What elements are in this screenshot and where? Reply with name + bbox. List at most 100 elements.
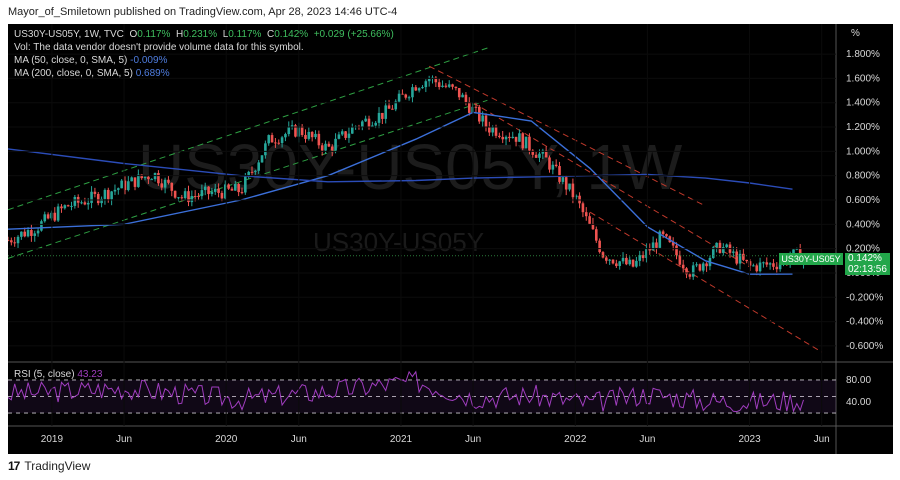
candle-body <box>551 164 555 170</box>
time-tick-label: Jun <box>116 434 132 445</box>
legend-symbol[interactable]: US30Y-US05Y, 1W, TVC <box>14 29 124 40</box>
rsi-label: RSI (5, close) <box>14 369 75 380</box>
candle-body <box>568 183 571 190</box>
legend-ma50-row[interactable]: MA (50, close, 0, SMA, 5) -0.009% <box>14 54 394 67</box>
candle-body <box>538 153 541 158</box>
candle-body <box>732 251 735 253</box>
rsi-tick-label: 40.00 <box>846 397 871 408</box>
candle-body <box>213 188 217 192</box>
legend-change: +0.029 (+25.66%) <box>313 29 394 40</box>
tradingview-logo-icon: 17 <box>8 459 20 473</box>
candle-body <box>73 196 77 206</box>
watermark-large: US30Y-US05Y, 1W <box>138 131 683 203</box>
candle-body <box>284 134 287 138</box>
candle-body <box>173 190 177 198</box>
rsi-pane[interactable] <box>8 370 836 414</box>
legend-symbol-row[interactable]: US30Y-US05Y, 1W, TVC O0.117% H0.231% L0.… <box>14 28 394 41</box>
candle-body <box>498 135 501 137</box>
candle-body <box>588 216 591 224</box>
candle-body <box>127 181 130 191</box>
rsi-band-fill <box>8 380 836 413</box>
candle-body <box>307 131 311 139</box>
legend-high-value: 0.231% <box>183 29 218 40</box>
candle-body <box>681 264 685 269</box>
candle-body <box>140 174 144 179</box>
candle-body <box>237 184 240 193</box>
candle-body <box>544 150 548 158</box>
candle-body <box>645 248 648 259</box>
candle-body <box>638 255 642 261</box>
candle-body <box>230 188 234 191</box>
candle-body <box>33 233 37 236</box>
time-tick-label: Jun <box>639 434 655 445</box>
candle-body <box>441 85 444 87</box>
candle-body <box>20 231 23 237</box>
candle-body <box>324 143 327 151</box>
candle-body <box>287 127 291 135</box>
candle-body <box>384 105 388 119</box>
publisher-header: Mayor_of_Smiletown published on TradingV… <box>8 6 398 18</box>
candle-body <box>397 93 401 102</box>
candle-body <box>270 135 274 143</box>
candle-body <box>671 242 675 246</box>
candle-body <box>571 183 575 198</box>
candle-body <box>133 177 137 187</box>
chart-canvas[interactable]: US30Y-US05Y, 1W US30Y-US05Y 1.800% 1.600%… <box>8 24 893 454</box>
candle-body <box>193 195 197 197</box>
ma200-line <box>8 148 793 190</box>
candle-body <box>274 142 277 144</box>
legend-ma50-label: MA (50, close, 0, SMA, 5) <box>14 55 128 66</box>
legend-ma200-row[interactable]: MA (200, close, 0, SMA, 5) 0.689% <box>14 67 394 80</box>
candle-body <box>250 171 254 173</box>
candle-body <box>511 136 515 139</box>
candle-body <box>534 154 538 158</box>
candle-body <box>437 82 441 87</box>
candle-body <box>90 191 93 203</box>
candle-body <box>210 191 214 195</box>
candle-body <box>478 106 481 122</box>
candle-body <box>30 230 33 236</box>
candle-body <box>327 143 331 147</box>
candle-body <box>481 115 484 122</box>
rsi-legend[interactable]: RSI (5, close) 43.23 <box>14 369 102 380</box>
candle-body <box>113 189 117 192</box>
candle-body <box>147 176 150 180</box>
time-tick-label: 2023 <box>738 434 761 445</box>
candle-body <box>56 206 60 221</box>
candle-body <box>110 191 113 200</box>
price-axis-unit: % <box>851 28 860 39</box>
candle-body <box>177 197 180 199</box>
legend-close-label: C <box>267 29 275 40</box>
candle-body <box>220 192 224 199</box>
candle-body <box>698 264 702 271</box>
rsi-tick-label: 80.00 <box>846 375 871 386</box>
legend-ma50-value: -0.009% <box>130 55 168 66</box>
candle-body <box>40 221 43 231</box>
candle-body <box>722 247 725 253</box>
candle-body <box>464 94 468 102</box>
candle-body <box>143 176 147 179</box>
chart-panel[interactable]: US30Y-US05Y, 1W US30Y-US05Y 1.800% 1.600%… <box>8 24 893 454</box>
candle-body <box>320 145 324 151</box>
candle-body <box>618 261 621 267</box>
time-tick-label: 2021 <box>390 434 413 445</box>
candle-body <box>484 115 488 127</box>
candle-body <box>675 245 678 256</box>
main-legend[interactable]: US30Y-US05Y, 1W, TVC O0.117% H0.231% L0.… <box>14 28 394 80</box>
candle-body <box>591 223 595 230</box>
candle-body <box>444 85 448 87</box>
candle-body <box>581 203 585 213</box>
footer: 17 TradingView <box>8 459 90 473</box>
candle-body <box>621 257 625 262</box>
price-tick-label: -0.400% <box>846 317 883 328</box>
bar-countdown: 02:13:56 <box>848 264 887 275</box>
candle-body <box>758 262 762 272</box>
legend-volume-row[interactable]: Vol: The data vendor doesn't provide vol… <box>14 42 304 53</box>
candle-body <box>661 231 665 235</box>
candle-body <box>528 136 531 151</box>
candles[interactable] <box>8 75 805 280</box>
moving-averages <box>8 111 793 275</box>
candle-body <box>461 94 464 98</box>
price-tick-label: 1.600% <box>846 73 880 84</box>
watermark-small: US30Y-US05Y <box>313 227 484 257</box>
